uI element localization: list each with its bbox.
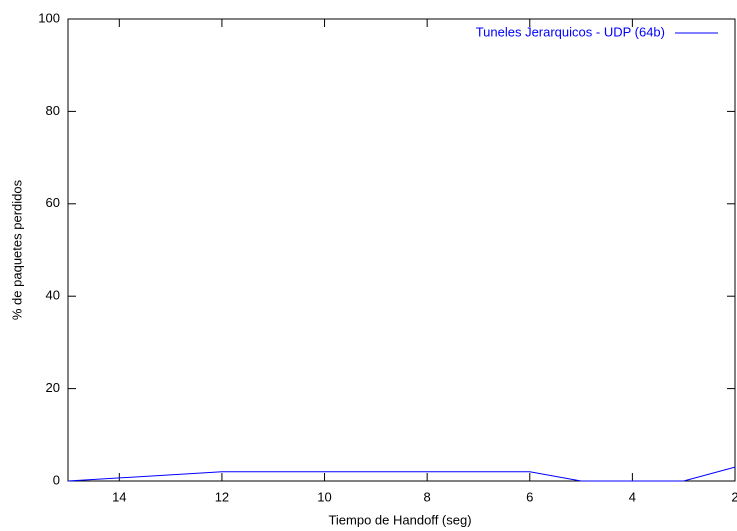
legend-label: Tuneles Jerarquicos - UDP (64b) [476,24,665,39]
y-tick-label: 80 [46,103,60,118]
x-tick-label: 12 [215,489,229,504]
x-tick-label: 4 [629,489,636,504]
plot-frame [67,18,736,482]
y-tick-label: 0 [53,472,60,487]
y-axis-label: % de paquetes perdidos [9,179,24,320]
x-tick-label: 2 [731,489,737,504]
data-line [67,466,736,482]
x-axis-label: Tiempo de Handoff (seg) [328,512,471,527]
y-tick-label: 60 [46,195,60,210]
x-tick-label: 6 [526,489,533,504]
x-tick-label: 8 [424,489,431,504]
y-tick-label: 20 [46,380,60,395]
y-tick-label: 40 [46,288,60,303]
y-tick-label: 100 [38,10,60,25]
x-tick-label: 10 [317,489,331,504]
x-tick-label: 14 [112,489,126,504]
